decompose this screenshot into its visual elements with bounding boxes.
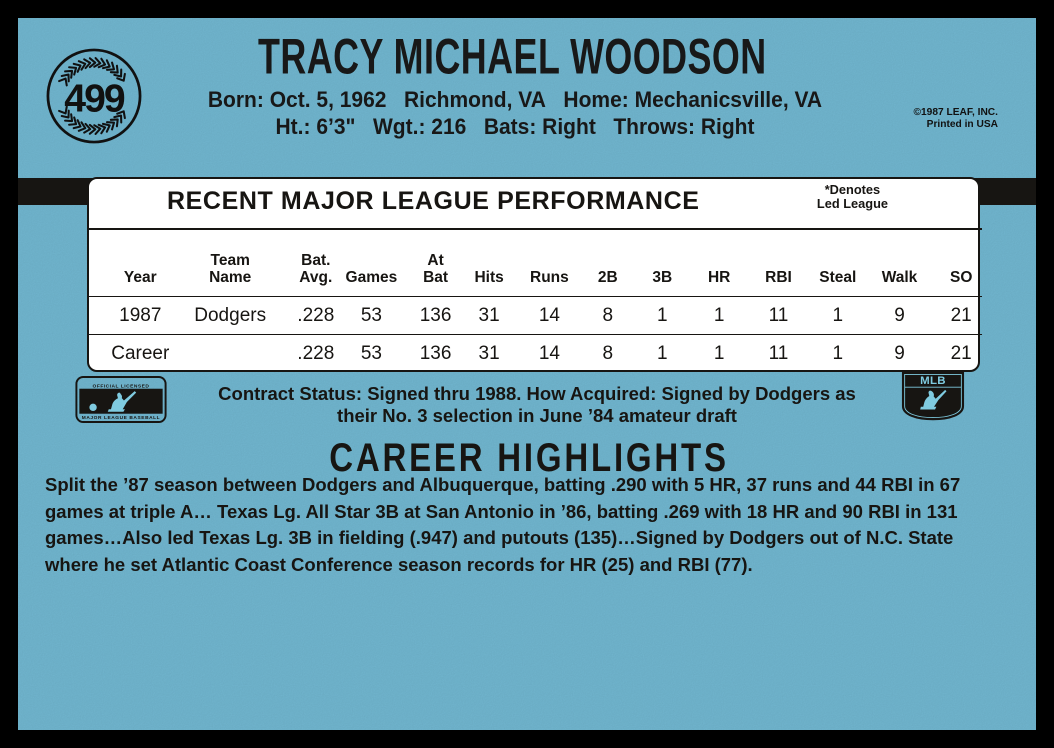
svg-text:MAJOR LEAGUE BASEBALL: MAJOR LEAGUE BASEBALL [82,415,160,421]
svg-text:OFFICIAL LICENSED: OFFICIAL LICENSED [93,383,150,389]
svg-text:MLB: MLB [920,375,946,387]
